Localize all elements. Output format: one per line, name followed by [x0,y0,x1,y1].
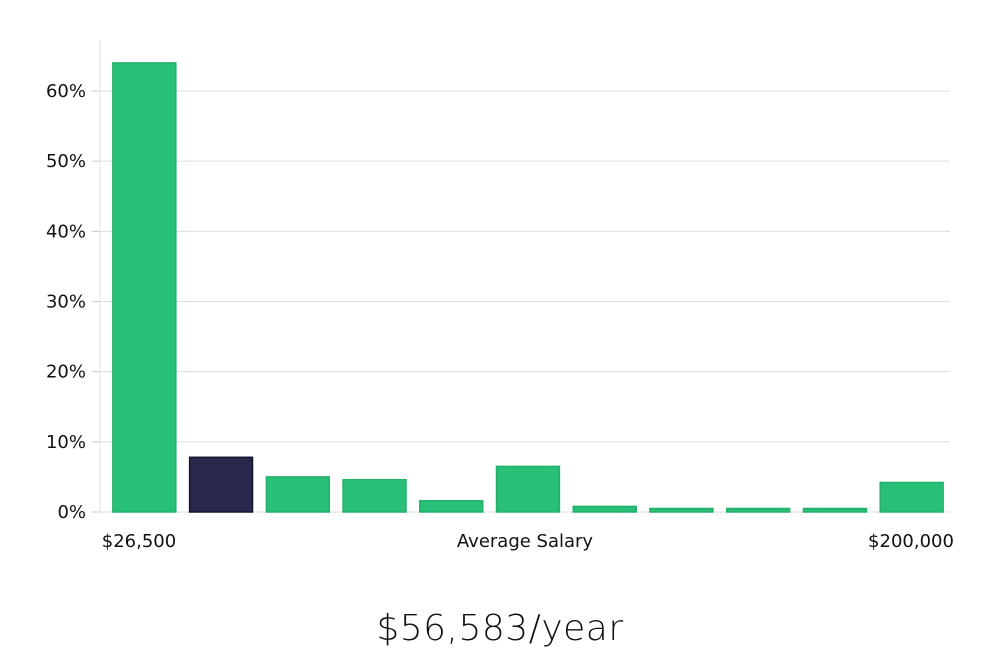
bar-10[interactable] [802,507,868,513]
bar-highlighted-2[interactable] [188,456,254,513]
average-salary-caption: $56,583/year [376,608,624,649]
salary-histogram: 0% 10% 20% 30% 40% 50% 60% $26,500 Average Sal… [46,40,954,552]
bar-11[interactable] [879,481,944,513]
grid-lines [100,90,950,513]
bar-4[interactable] [342,478,407,513]
bar-7[interactable] [572,505,637,513]
bar-9[interactable] [725,507,791,513]
bar-3[interactable] [265,476,331,513]
ytick-label-40: 40% [46,221,86,242]
ytick-label-30: 30% [46,292,86,313]
bar-5[interactable] [419,500,484,513]
ytick-label-50: 50% [46,151,86,172]
y-axis-ticks: 0% 10% 20% 30% 40% 50% 60% [46,81,100,523]
x-axis-max-label: $200,000 [868,531,954,552]
ytick-label-60: 60% [46,81,86,102]
bar-6[interactable] [495,465,561,513]
ytick-label-10: 10% [46,432,86,453]
x-axis-min-label: $26,500 [102,531,176,552]
bar-8[interactable] [649,507,714,513]
bar-1[interactable] [112,62,177,513]
ytick-label-0: 0% [57,502,86,523]
bars [112,62,944,513]
x-axis-title: Average Salary [457,531,594,552]
ytick-label-20: 20% [46,362,86,383]
